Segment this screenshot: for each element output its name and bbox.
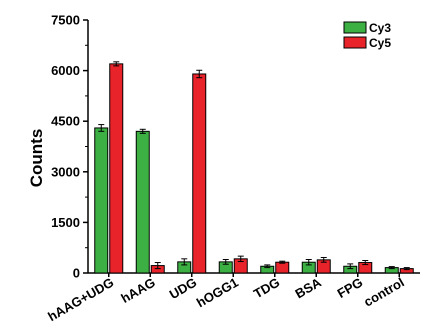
x-tick-label: TDG [251, 275, 282, 302]
y-tick-label: 4500 [51, 114, 80, 129]
legend-swatch-cy5 [343, 36, 367, 49]
y-tick-label: 0 [73, 266, 80, 281]
y-tick-label: 6000 [51, 63, 80, 78]
x-tick-label: hOGG1 [194, 275, 241, 311]
legend-swatch-cy3 [343, 21, 367, 34]
x-tick-label: control [361, 275, 407, 310]
legend-label-cy5: Cy5 [369, 36, 391, 50]
x-tick-label: BSA [292, 274, 324, 301]
y-tick-label: 7500 [51, 13, 80, 28]
y-tick-label: 1500 [51, 215, 80, 230]
x-tick-label: hAAG [118, 275, 157, 306]
bars [94, 63, 414, 274]
y-axis-label: Counts [27, 129, 46, 188]
bar-cy3-1 [135, 130, 150, 274]
y-tick-label: 3000 [51, 164, 80, 179]
legend-label-cy3: Cy3 [369, 21, 391, 35]
bar-cy3-0 [94, 127, 109, 274]
bar-cy5-4 [275, 261, 290, 274]
bar-cy5-0 [109, 63, 124, 274]
bar-cy5-2 [192, 73, 207, 274]
x-tick-label: hAAG+UDG [45, 275, 116, 325]
error-bars [98, 61, 410, 271]
y-ticks: 0 1500 3000 4500 6000 7500 [51, 13, 88, 281]
